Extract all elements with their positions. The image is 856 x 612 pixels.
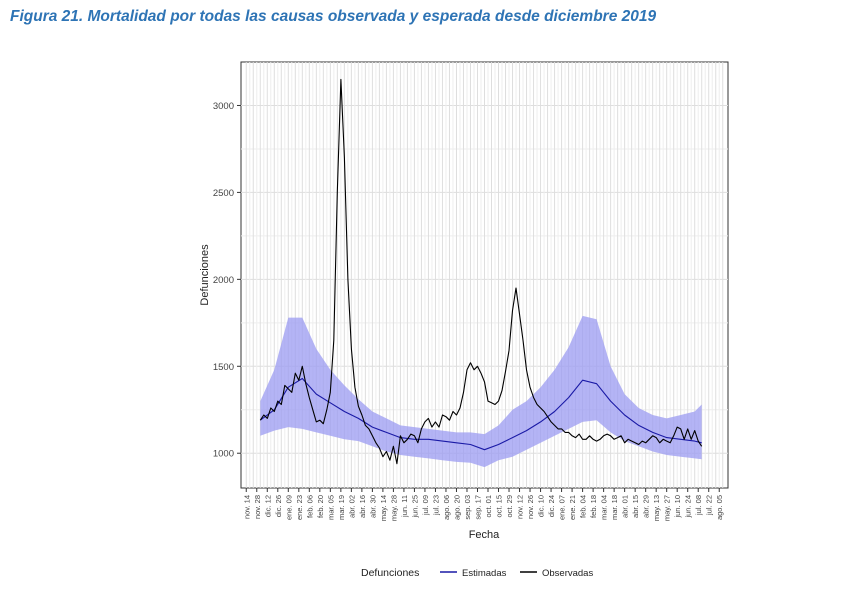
x-tick-label: mar. 04	[600, 495, 609, 520]
x-tick-label: ene. 21	[568, 495, 577, 520]
estimadas-line	[259, 377, 702, 451]
x-tick-label: jun. 11	[400, 495, 409, 518]
x-tick-label: jun. 25	[410, 495, 419, 519]
estimated-confidence-band	[260, 315, 702, 468]
x-tick-label: abr. 01	[621, 495, 630, 518]
x-tick-label: ene. 07	[558, 495, 567, 520]
x-tick-label: mar. 19	[337, 495, 346, 520]
legend-title: Defunciones	[361, 567, 419, 579]
x-tick-label: jul. 09	[421, 495, 430, 516]
x-tick-label: nov. 12	[516, 495, 525, 519]
y-tick-label: 3000	[213, 101, 234, 112]
x-tick-label: oct. 01	[484, 495, 493, 518]
y-tick-label: 1500	[213, 362, 234, 373]
y-axis-label: Defunciones	[199, 244, 211, 306]
y-tick-label: 1000	[213, 449, 234, 460]
x-tick-label: dic. 26	[274, 495, 283, 517]
x-tick-label: jul. 22	[705, 495, 714, 516]
x-tick-label: feb. 20	[316, 495, 325, 518]
x-tick-label: oct. 29	[505, 495, 514, 518]
x-tick-label: feb. 06	[305, 495, 314, 518]
x-axis: nov. 14 nov. 28 dic. 12 dic. 26 ene. 09 ene. …	[242, 488, 724, 521]
x-tick-label: ene. 09	[284, 495, 293, 520]
legend: Defunciones Estimadas Observadas	[361, 567, 593, 579]
x-tick-label: abr. 29	[642, 495, 651, 518]
y-axis: 1000 1500 2000 2500 3000	[213, 101, 241, 460]
y-tick-label: 2500	[213, 188, 234, 199]
x-tick-label: nov. 26	[526, 495, 535, 519]
figure-title: Figura 21. Mortalidad por todas las caus…	[10, 8, 657, 25]
x-tick-label: oct. 15	[495, 495, 504, 518]
x-tick-label: ene. 23	[295, 495, 304, 520]
x-tick-label: mar. 18	[610, 495, 619, 520]
x-tick-label: abr. 02	[347, 495, 356, 518]
x-tick-label: sep. 03	[463, 495, 472, 520]
x-tick-label: nov. 28	[253, 495, 262, 519]
y-tick-label: 2000	[213, 275, 234, 286]
series-lines	[259, 78, 703, 465]
legend-label-estimadas: Estimadas	[462, 568, 507, 579]
x-tick-label: dic. 12	[263, 495, 272, 517]
x-tick-label: nov. 14	[242, 495, 251, 519]
x-tick-label: jun. 10	[673, 495, 682, 519]
x-tick-label: feb. 18	[589, 495, 598, 518]
estimated-band	[260, 315, 702, 468]
x-tick-label: may. 13	[652, 495, 661, 521]
observadas-line	[259, 78, 703, 465]
x-tick-label: jul. 23	[431, 495, 440, 516]
x-tick-label: abr. 30	[368, 495, 377, 518]
x-tick-label: jun. 24	[684, 495, 693, 519]
x-tick-label: may. 14	[379, 495, 388, 521]
x-tick-label: jul. 08	[694, 495, 703, 516]
x-tick-label: dic. 24	[547, 495, 556, 517]
x-tick-label: dic. 10	[537, 495, 546, 517]
x-tick-label: abr. 16	[358, 495, 367, 518]
legend-label-observadas: Observadas	[542, 568, 593, 579]
x-tick-label: mar. 05	[326, 495, 335, 520]
x-axis-label: Fecha	[469, 529, 500, 541]
x-tick-label: may. 28	[389, 495, 398, 521]
x-tick-label: ago. 06	[442, 495, 451, 520]
x-tick-label: feb. 04	[579, 495, 588, 518]
x-tick-label: sep. 17	[473, 495, 482, 520]
x-tick-label: ago. 20	[452, 495, 461, 520]
x-tick-label: may. 27	[663, 495, 672, 521]
x-tick-label: ago. 05	[715, 495, 724, 520]
x-tick-label: abr. 15	[631, 495, 640, 518]
